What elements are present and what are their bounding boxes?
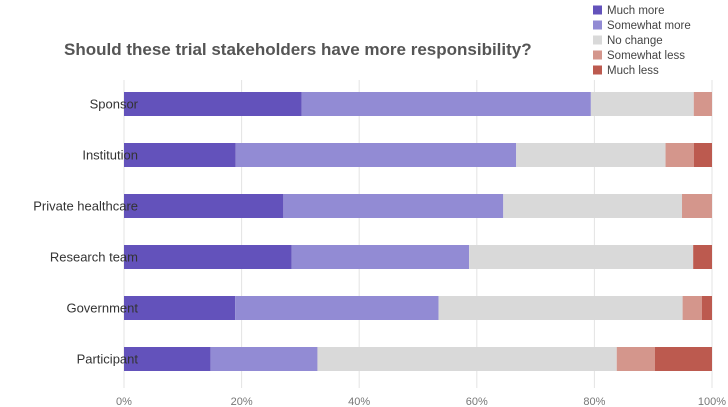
bar-segment bbox=[503, 194, 683, 218]
legend-swatch bbox=[593, 50, 602, 60]
bar-segment bbox=[301, 92, 591, 116]
x-tick-label: 80% bbox=[583, 396, 605, 407]
category-label: Sponsor bbox=[90, 97, 139, 112]
chart-title: Should these trial stakeholders have mor… bbox=[64, 40, 532, 59]
legend-swatch bbox=[593, 5, 602, 15]
legend: Much more Somewhat more No change Somewhat … bbox=[593, 5, 691, 77]
bar-segment bbox=[469, 245, 694, 269]
bar-segment bbox=[682, 296, 703, 320]
legend-label: Much more bbox=[607, 5, 665, 17]
bar-segment bbox=[235, 143, 517, 167]
legend-swatch bbox=[593, 35, 602, 45]
bars bbox=[124, 92, 712, 371]
bar-segment bbox=[291, 245, 470, 269]
bar-segment bbox=[693, 143, 712, 167]
bar-segment bbox=[283, 194, 504, 218]
legend-label: No change bbox=[607, 35, 663, 47]
x-tick-label: 20% bbox=[231, 396, 253, 407]
x-tick-label: 100% bbox=[698, 396, 726, 407]
bar-segment bbox=[616, 347, 655, 371]
bar-segment bbox=[654, 347, 712, 371]
bar-segment bbox=[210, 347, 318, 371]
bar-segment bbox=[438, 296, 683, 320]
bar-segment bbox=[665, 143, 694, 167]
category-label: Government bbox=[66, 301, 138, 316]
bar-segment bbox=[682, 194, 712, 218]
category-label: Private healthcare bbox=[33, 199, 138, 214]
category-label: Institution bbox=[82, 148, 138, 163]
bar-segment bbox=[702, 296, 712, 320]
bar-segment bbox=[235, 296, 439, 320]
category-labels: Sponsor Institution Private healthcare Rese… bbox=[33, 97, 138, 367]
x-axis-ticks: 0% 20% 40% 60% 80% 100% bbox=[116, 396, 726, 407]
legend-label: Somewhat more bbox=[607, 20, 691, 32]
bar-segment bbox=[693, 92, 712, 116]
legend-label: Much less bbox=[607, 65, 659, 77]
bar-segment bbox=[124, 296, 236, 320]
category-label: Research team bbox=[50, 250, 138, 265]
legend-label: Somewhat less bbox=[607, 50, 685, 62]
bar-segment bbox=[516, 143, 666, 167]
x-tick-label: 0% bbox=[116, 396, 132, 407]
x-tick-label: 60% bbox=[466, 396, 488, 407]
gridlines bbox=[123, 80, 713, 388]
legend-swatch bbox=[593, 20, 602, 30]
bar-segment bbox=[124, 347, 211, 371]
bar-segment bbox=[124, 92, 302, 116]
bar-segment bbox=[317, 347, 617, 371]
bar-segment bbox=[124, 143, 236, 167]
bar-segment bbox=[124, 245, 292, 269]
bar-segment bbox=[124, 194, 284, 218]
bar-segment bbox=[693, 245, 712, 269]
category-label: Participant bbox=[77, 352, 139, 367]
x-tick-label: 40% bbox=[348, 396, 370, 407]
legend-swatch bbox=[593, 65, 602, 75]
bar-segment bbox=[590, 92, 694, 116]
